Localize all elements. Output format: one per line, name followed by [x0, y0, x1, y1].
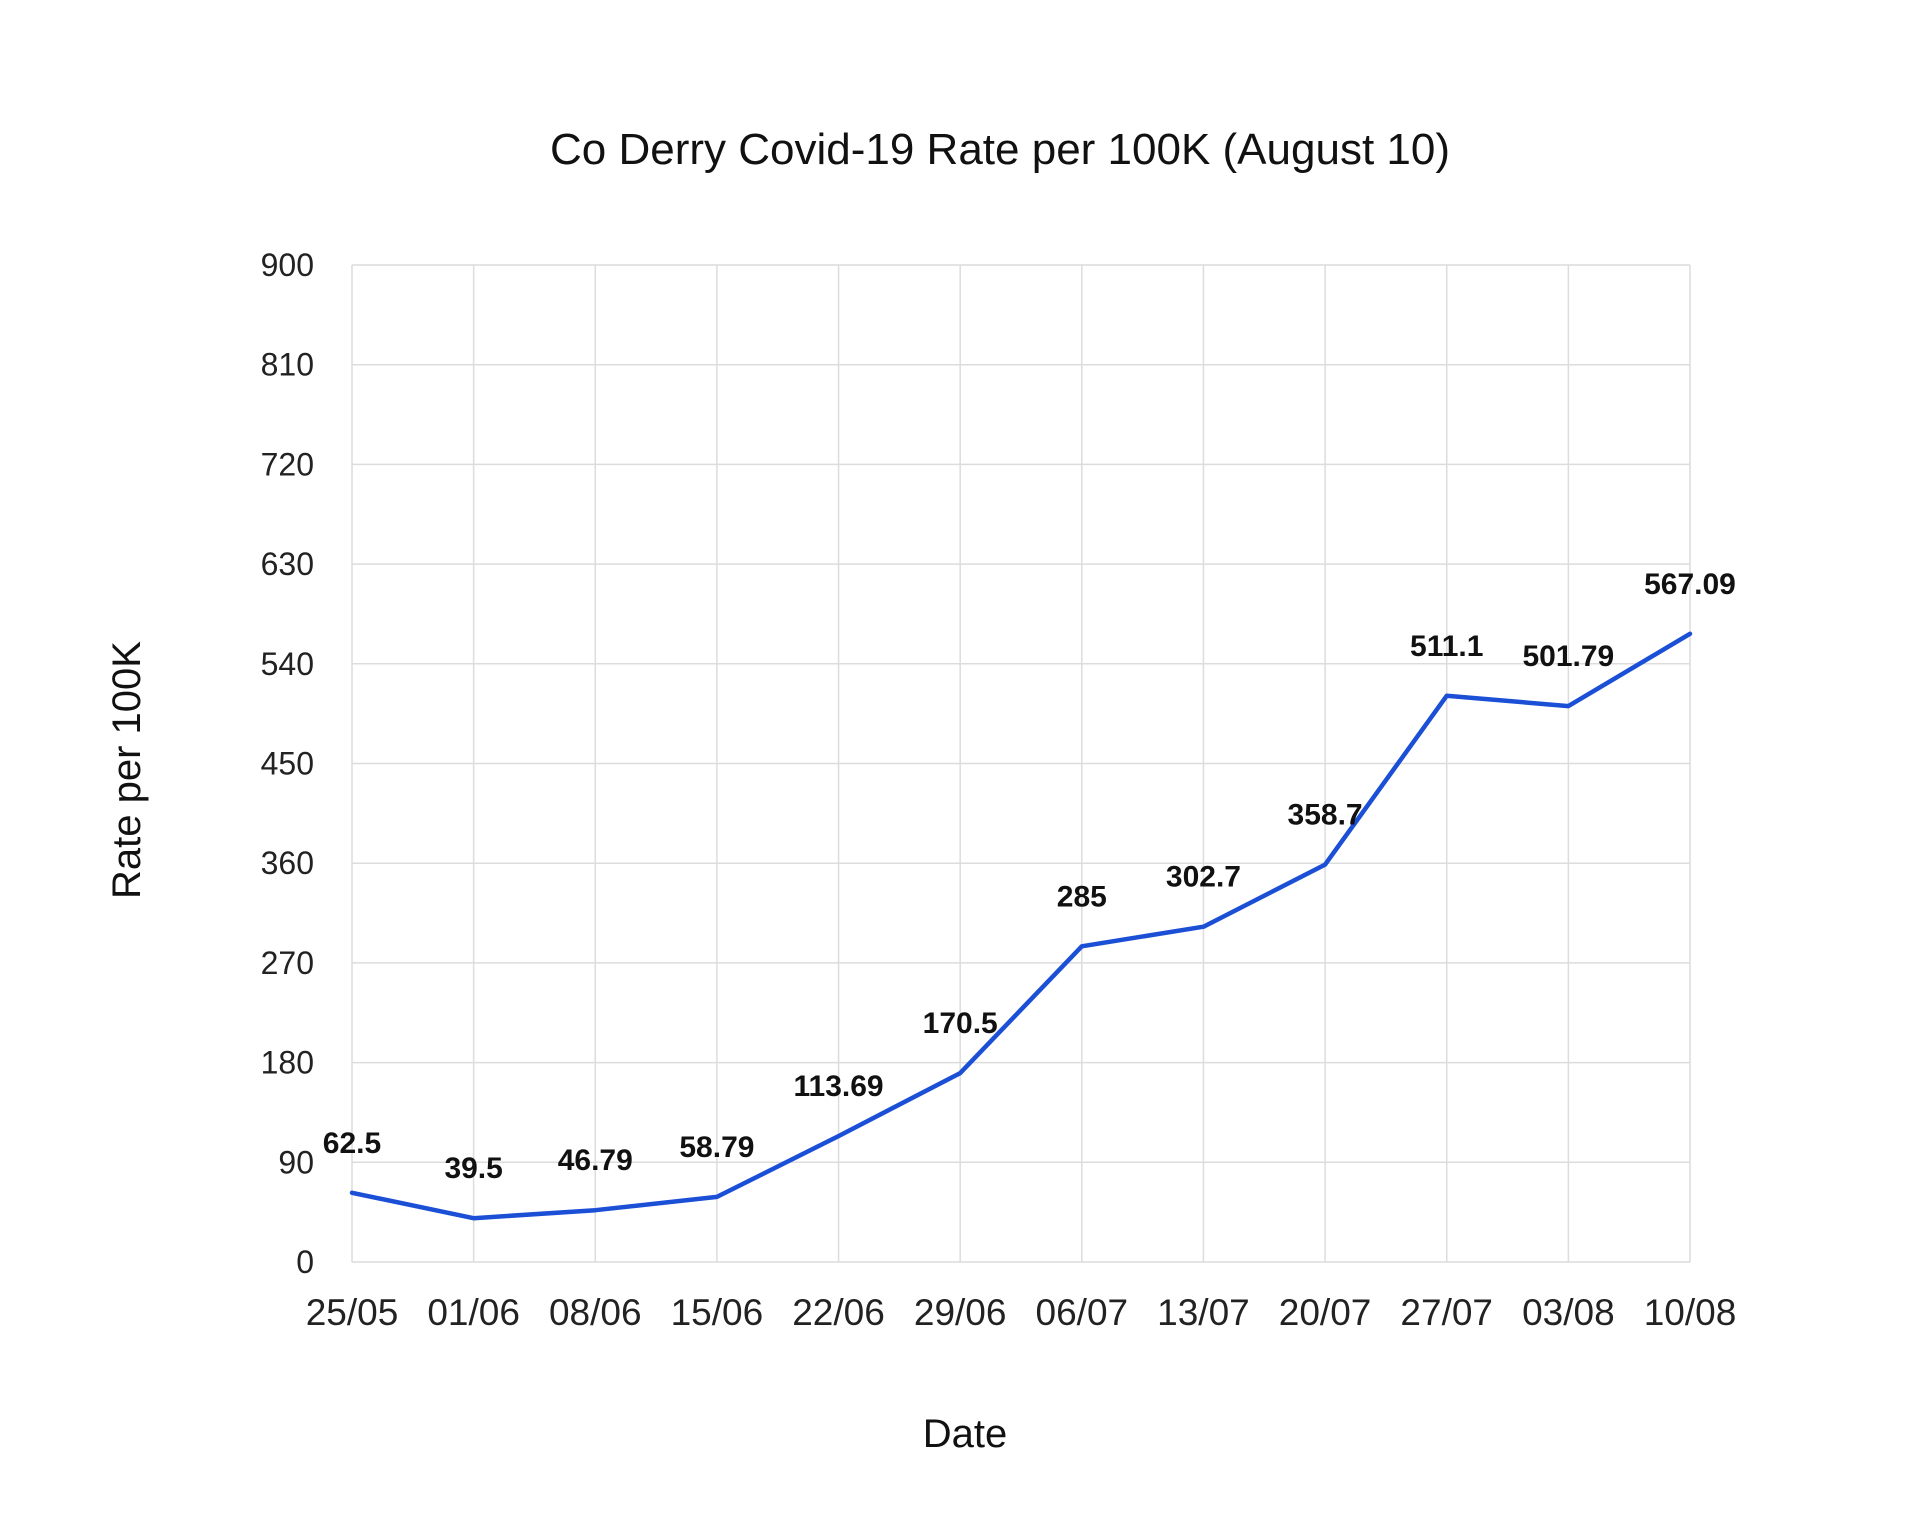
y-tick-label: 450: [261, 746, 314, 782]
y-axis-ticks: 0 90 180 270 360 450 540 630 720 810 900: [261, 247, 314, 1280]
y-tick-label: 900: [261, 247, 314, 283]
x-axis-ticks: 25/05 01/06 08/06 15/06 22/06 29/06 06/07 13/07…: [306, 1292, 1737, 1333]
x-tick-label: 01/06: [427, 1292, 520, 1333]
data-label: 62.5: [323, 1127, 381, 1160]
data-labels: 62.5 39.5 46.79 58.79 113.69 170.5 285 302.7 358…: [323, 568, 1736, 1185]
y-tick-label: 720: [261, 446, 314, 482]
x-tick-label: 10/08: [1644, 1292, 1737, 1333]
y-tick-label: 0: [296, 1244, 314, 1280]
data-label: 113.69: [793, 1070, 883, 1103]
y-tick-label: 360: [261, 845, 314, 881]
y-tick-label: 180: [261, 1045, 314, 1081]
x-tick-label: 15/06: [671, 1292, 764, 1333]
y-axis-title: Rate per 100K: [105, 641, 149, 899]
chart-title: Co Derry Covid-19 Rate per 100K (August …: [550, 125, 1450, 174]
x-tick-label: 13/07: [1157, 1292, 1250, 1333]
y-tick-label: 540: [261, 646, 314, 682]
data-label: 170.5: [923, 1007, 998, 1040]
x-axis-title: Date: [923, 1412, 1008, 1456]
data-label: 358.7: [1288, 799, 1363, 832]
data-label: 58.79: [679, 1131, 754, 1164]
data-label: 567.09: [1644, 568, 1736, 601]
x-tick-label: 20/07: [1279, 1292, 1372, 1333]
grid: [351, 264, 1691, 1263]
data-label: 302.7: [1166, 861, 1241, 894]
x-tick-label: 25/05: [306, 1292, 399, 1333]
data-label: 285: [1057, 880, 1107, 913]
x-tick-label: 22/06: [792, 1292, 885, 1333]
data-label: 46.79: [558, 1144, 633, 1177]
data-label: 501.79: [1522, 640, 1614, 673]
data-label: 39.5: [444, 1152, 502, 1185]
x-tick-label: 27/07: [1400, 1292, 1493, 1333]
x-tick-label: 08/06: [549, 1292, 642, 1333]
y-tick-label: 90: [278, 1144, 314, 1180]
x-tick-label: 29/06: [914, 1292, 1007, 1333]
data-label: 511.1: [1410, 630, 1483, 663]
x-tick-label: 03/08: [1522, 1292, 1615, 1333]
y-tick-label: 630: [261, 546, 314, 582]
y-tick-label: 270: [261, 945, 314, 981]
y-tick-label: 810: [261, 347, 314, 383]
x-tick-label: 06/07: [1036, 1292, 1129, 1333]
series-line: [349, 631, 1693, 1221]
